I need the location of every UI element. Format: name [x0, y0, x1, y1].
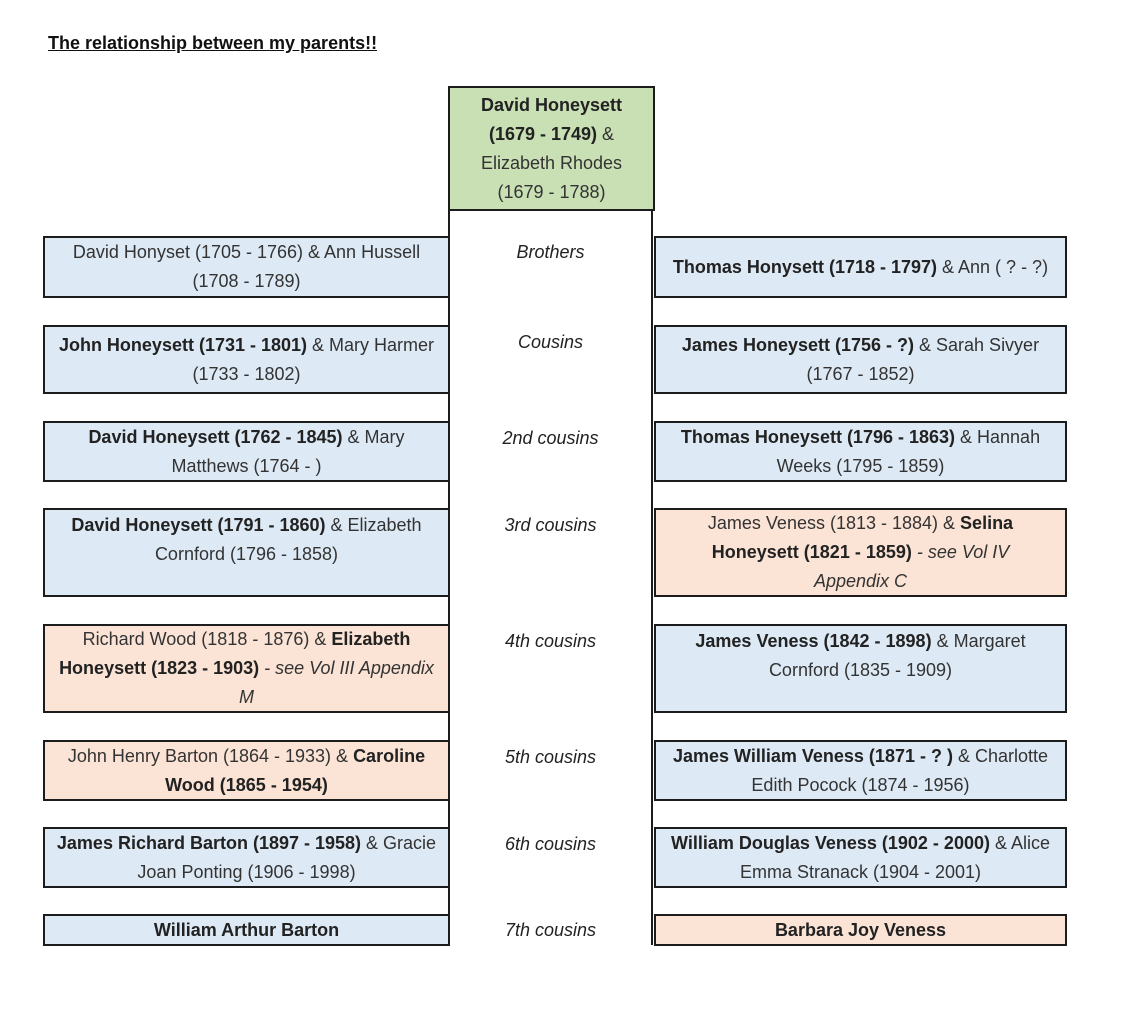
right-spouse-text: & Margaret Cornford (1835 - 1909): [768, 631, 1026, 680]
left-spouse-text: John Henry Barton (1864 - 1933) &: [67, 745, 354, 766]
right-box-7th-cousins: Barbara Joy Veness: [654, 914, 1067, 946]
left-box-6th-cousins: James Richard Barton (1897 - 1958) & Gra…: [43, 827, 450, 888]
left-box-4th-cousins: Richard Wood (1818 - 1876) & Elizabeth H…: [43, 624, 450, 713]
right-box-5th-cousins: James William Veness (1871 - ? ) & Charl…: [654, 740, 1067, 801]
left-person-bold: John Honeysett (1731 - 1801): [58, 334, 308, 355]
right-box-brothers: Thomas Honysett (1718 - 1797) & Ann ( ? …: [654, 236, 1067, 298]
relation-label-cousins: Cousins: [517, 332, 584, 352]
right-spouse-text: & Ann ( ? - ?): [937, 256, 1049, 277]
left-spouse-text: & Mary Matthews (1764 - ): [171, 426, 405, 476]
left-person-bold: Elizabeth Honeysett (1823 - 1903): [59, 629, 411, 678]
relation-label-7th-cousins: 7th cousins: [504, 920, 597, 940]
right-person-bold: Thomas Honysett (1718 - 1797): [672, 256, 938, 277]
relation-label-6th-cousins: 6th cousins: [504, 834, 597, 854]
left-spouse-text: & Mary Harmer (1733 - 1802): [192, 334, 435, 384]
left-box-2nd-cousins: David Honeysett (1762 - 1845) & Mary Mat…: [43, 421, 450, 482]
right-box-cousins: James Honeysett (1756 - ?) & Sarah Sivye…: [654, 325, 1067, 394]
root-ancestor-name: David Honeysett (1679 - 1749): [480, 94, 623, 144]
left-box-7th-cousins: William Arthur Barton: [43, 914, 450, 946]
right-person-bold: James Veness (1842 - 1898): [695, 631, 932, 651]
right-spouse-text: & Alice Emma Stranack (1904 - 2001): [739, 832, 1050, 882]
left-spouse-text: & Gracie Joan Ponting (1906 - 1998): [137, 832, 437, 882]
relation-label-2nd-cousins: 2nd cousins: [502, 428, 599, 448]
relation-label-brothers: Brothers: [516, 242, 585, 262]
right-box-6th-cousins: William Douglas Veness (1902 - 2000) & A…: [654, 827, 1067, 888]
right-spouse-text: & Charlotte Edith Pocock (1874 - 1956): [751, 745, 1049, 795]
left-person-bold: David Honeysett (1791 - 1860): [71, 515, 326, 535]
right-spouse-text: & Sarah Sivyer (1767 - 1852): [806, 334, 1040, 384]
right-spouse-text: James Veness (1813 - 1884) &: [707, 513, 961, 533]
page-title: The relationship between my parents!!: [48, 33, 378, 53]
right-person-bold: James Honeysett (1756 - ?): [681, 334, 915, 355]
root-ampersand: &: [597, 123, 615, 144]
right-person-bold: Selina Honeysett (1821 - 1859): [711, 513, 1014, 562]
left-box-cousins: John Honeysett (1731 - 1801) & Mary Harm…: [43, 325, 450, 394]
root-spouse-name: Elizabeth Rhodes (1679 - 1788): [480, 152, 623, 202]
right-box-3rd-cousins: James Veness (1813 - 1884) & Selina Hone…: [654, 508, 1067, 597]
left-spouse-text: Richard Wood (1818 - 1876) &: [82, 629, 332, 649]
right-reference-note: - see Vol IV Appendix C: [813, 542, 1010, 591]
relation-label-5th-cousins: 5th cousins: [504, 747, 597, 767]
right-person-bold: Barbara Joy Veness: [774, 919, 947, 940]
left-spouse-text: & Elizabeth Cornford (1796 - 1858): [154, 515, 422, 564]
right-box-2nd-cousins: Thomas Honeysett (1796 - 1863) & Hannah …: [654, 421, 1067, 482]
right-person-bold: James William Veness (1871 - ? ): [672, 745, 953, 766]
right-box-4th-cousins: James Veness (1842 - 1898) & Margaret Co…: [654, 624, 1067, 713]
left-person-bold: Caroline Wood (1865 - 1954): [165, 745, 426, 795]
relation-label-4th-cousins: 4th cousins: [504, 631, 597, 651]
relation-label-3rd-cousins: 3rd cousins: [504, 515, 597, 535]
left-person-bold: James Richard Barton (1897 - 1958): [56, 832, 362, 853]
root-ancestor-box: David Honeysett (1679 - 1749) & Elizabet…: [448, 86, 655, 211]
left-reference-note: - see Vol III Appendix M: [239, 658, 434, 707]
left-person-bold: David Honeysett (1762 - 1845): [88, 426, 343, 447]
left-box-3rd-cousins: David Honeysett (1791 - 1860) & Elizabet…: [43, 508, 450, 597]
left-couple-text: David Honyset (1705 - 1766) & Ann Hussel…: [72, 242, 421, 291]
left-box-5th-cousins: John Henry Barton (1864 - 1933) & Caroli…: [43, 740, 450, 801]
right-person-bold: William Douglas Veness (1902 - 2000): [670, 832, 990, 853]
right-spouse-text: & Hannah Weeks (1795 - 1859): [776, 426, 1041, 476]
right-person-bold: Thomas Honeysett (1796 - 1863): [680, 426, 956, 447]
left-box-brothers: David Honyset (1705 - 1766) & Ann Hussel…: [43, 236, 450, 298]
left-person-bold: William Arthur Barton: [153, 919, 340, 940]
